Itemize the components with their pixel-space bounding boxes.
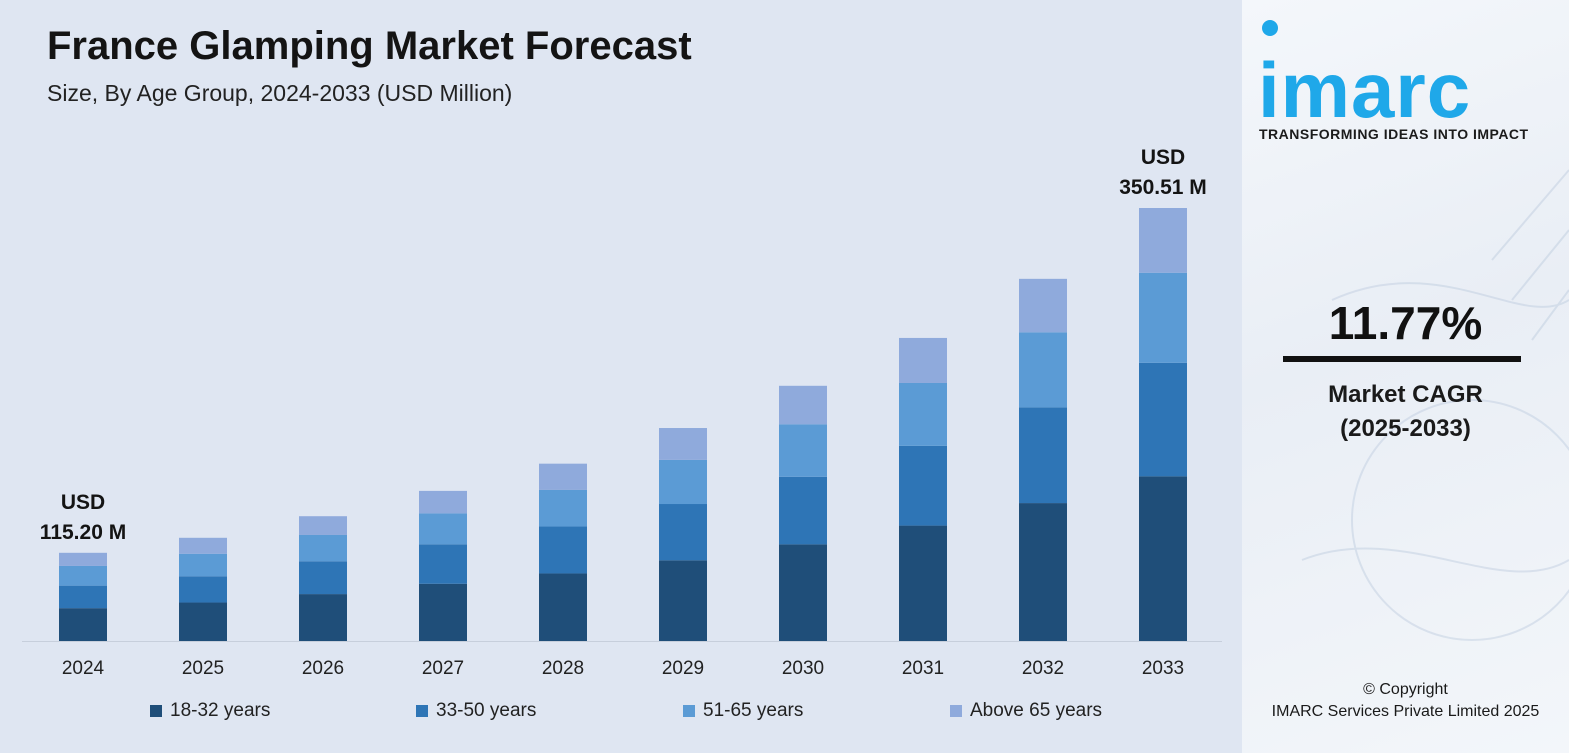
x-tick-label: 2026	[302, 658, 344, 679]
bar-segment-2032-2	[1019, 407, 1067, 504]
bar-segment-2026-4	[299, 516, 347, 535]
bar-segment-2028-4	[539, 463, 587, 490]
bar-segment-2026-2	[299, 561, 347, 595]
logo-dot-icon	[1262, 20, 1278, 36]
legend-label: 33-50 years	[436, 700, 537, 721]
bar-segment-2030-4	[779, 385, 827, 425]
cagr-label-line1: Market CAGR	[1328, 381, 1483, 408]
bar-segment-2029-2	[659, 504, 707, 561]
value-annotation-amount: 350.51 M	[1119, 176, 1207, 199]
bar-segment-2026-3	[299, 534, 347, 562]
bar-segment-2025-4	[179, 537, 227, 554]
legend-label: 51-65 years	[703, 700, 804, 721]
cagr-divider	[1283, 356, 1521, 362]
x-tick-label: 2024	[62, 658, 105, 679]
x-tick-label: 2032	[1022, 658, 1064, 679]
bar-segment-2024-1	[59, 608, 107, 641]
stacked-bar-chart: 2024 2025 2026 2027 2028 2029 2030 2031 2032 2033…	[22, 146, 1222, 679]
copyright: © Copyright IMARC Services Private Limit…	[1242, 679, 1569, 723]
bar-segment-2027-1	[419, 583, 467, 641]
bar-segment-2026-1	[299, 594, 347, 641]
x-tick-label: 2030	[782, 658, 824, 679]
x-tick-label: 2033	[1142, 658, 1184, 679]
legend-swatch	[150, 705, 162, 717]
bar-segment-2033-1	[1139, 476, 1187, 641]
value-annotation-currency: USD	[61, 491, 105, 514]
x-tick-label: 2027	[422, 658, 464, 679]
bar-segment-2029-1	[659, 560, 707, 641]
copyright-line1: © Copyright	[1363, 681, 1448, 698]
bar-segment-2030-2	[779, 476, 827, 545]
bar-segment-2024-4	[59, 552, 107, 566]
bar-segment-2031-1	[899, 525, 947, 641]
x-tick-label: 2029	[662, 658, 704, 679]
bar-segment-2027-4	[419, 490, 467, 514]
legend-item: Above 65 years	[950, 700, 1102, 722]
bar-segment-2024-2	[59, 585, 107, 609]
bar-segment-2029-3	[659, 459, 707, 505]
x-tick-label: 2025	[182, 658, 224, 679]
cagr-label-line2: (2025-2033)	[1340, 415, 1471, 442]
bar-segment-2029-4	[659, 428, 707, 460]
copyright-line2: IMARC Services Private Limited 2025	[1271, 703, 1540, 720]
value-annotation-currency: USD	[1141, 146, 1185, 169]
legend-item: 18-32 years	[150, 700, 270, 722]
chart-subtitle: Size, By Age Group, 2024-2033 (USD Milli…	[47, 80, 513, 106]
bar-segment-2033-2	[1139, 362, 1187, 477]
chart-legend: 18-32 years 33-50 years 51-65 years Above 6…	[0, 700, 1242, 728]
bar-segment-2025-2	[179, 576, 227, 603]
bar-segment-2032-4	[1019, 278, 1067, 333]
cagr-value: 11.77%	[1328, 297, 1483, 349]
legend-swatch	[950, 705, 962, 717]
bar-segment-2028-2	[539, 526, 587, 574]
bar-segment-2033-4	[1139, 208, 1187, 273]
bar-segment-2028-3	[539, 489, 587, 527]
brand-tagline: TRANSFORMING IDEAS INTO IMPACT	[1259, 126, 1529, 142]
value-annotation-amount: 115.20 M	[40, 521, 126, 544]
x-tick-label: 2031	[902, 658, 944, 679]
bar-segment-2025-3	[179, 553, 227, 577]
background-decoration	[1301, 169, 1569, 641]
legend-label: 18-32 years	[170, 700, 271, 721]
bar-segment-2030-1	[779, 544, 827, 641]
bar-segment-2031-4	[899, 337, 947, 383]
bar-segment-2032-1	[1019, 503, 1067, 641]
bar-segment-2028-1	[539, 573, 587, 641]
x-tick-label: 2028	[542, 658, 584, 679]
chart-panel: France Glamping Market Forecast Size, By…	[0, 0, 1242, 753]
legend-swatch	[416, 705, 428, 717]
legend-label: Above 65 years	[970, 700, 1103, 721]
bar-segment-2031-2	[899, 445, 947, 526]
bar-segment-2032-3	[1019, 332, 1067, 408]
bar-segment-2027-2	[419, 544, 467, 584]
imarc-logo: imarc	[1258, 46, 1472, 134]
legend-swatch	[683, 705, 695, 717]
bar-segment-2033-3	[1139, 272, 1187, 363]
info-panel: imarc TRANSFORMING IDEAS INTO IMPACT 11.…	[1242, 0, 1569, 753]
bar-segment-2024-3	[59, 565, 107, 586]
bar-segment-2027-3	[419, 513, 467, 545]
cagr-label: Market CAGR (2025-2033)	[1242, 378, 1569, 446]
chart-title: France Glamping Market Forecast	[47, 24, 692, 68]
bar-segment-2030-3	[779, 424, 827, 477]
bar-segment-2025-1	[179, 602, 227, 641]
legend-item: 33-50 years	[416, 700, 536, 722]
bar-segment-2031-3	[899, 382, 947, 446]
legend-item: 51-65 years	[683, 700, 803, 722]
